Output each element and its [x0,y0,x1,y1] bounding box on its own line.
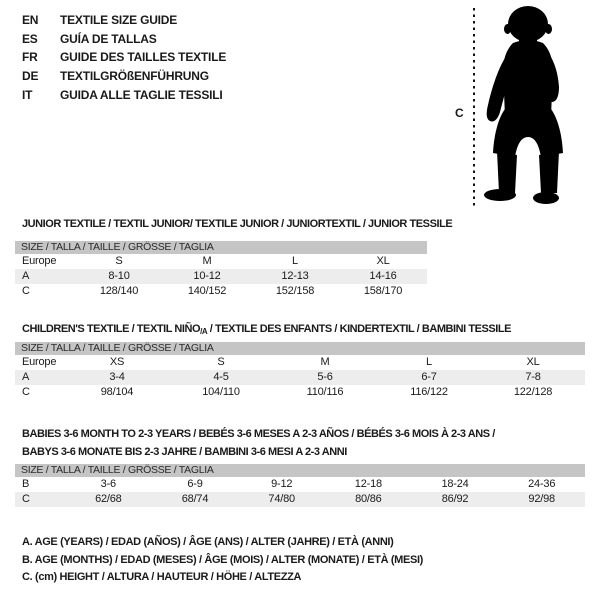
table-cell: 92/98 [528,493,555,505]
language-code: DE [22,69,39,84]
table-cell: XL [376,255,390,267]
table-row: C 98/104 104/110 110/116 116/122 122/128 [15,385,585,400]
babies-size-table: SIZE / TALLA / TAILLE / GRÖSSE / TAGLIA … [15,464,585,507]
table-row-label: C [22,493,30,505]
language-title: GUÍA DE TALLAS [60,31,157,46]
baby-silhouette-icon [484,6,563,204]
size-header-bar: SIZE / TALLA / TAILLE / GRÖSSE / TAGLIA [15,241,427,254]
language-row: FR GUIDE DES TAILLES TEXTILE [22,48,226,67]
table-row-label: C [22,285,30,297]
table-cell: 6-9 [187,478,203,490]
legend-line-b: B. AGE (MONTHS) / EDAD (MESES) / ÂGE (MO… [22,553,423,566]
table-cell: 152/158 [275,285,315,297]
language-title-list: EN TEXTILE SIZE GUIDE ES GUÍA DE TALLAS … [22,11,226,104]
language-row: DE TEXTILGRÖßENFÜHRUNG [22,67,226,86]
section-title-junior: JUNIOR TEXTILE / TEXTIL JUNIOR/ TEXTILE … [22,218,453,230]
table-cell: 3-4 [109,371,125,383]
table-cell: M [320,356,330,368]
section-title-babies: BABIES 3-6 MONTH TO 2-3 YEARS / BEBÉS 3-… [22,425,495,461]
table-row-label: A [22,371,30,383]
language-title: TEXTILGRÖßENFÜHRUNG [60,69,209,84]
language-title: TEXTILE SIZE GUIDE [60,13,178,28]
table-cell: 140/152 [187,285,227,297]
table-row-label: Europe [22,255,57,267]
table-cell: 62/68 [95,493,122,505]
table-cell: 74/80 [268,493,295,505]
table-cell: 12-13 [281,270,309,282]
legend-line-a: A. AGE (YEARS) / EDAD (AÑOS) / ÂGE (ANS)… [22,536,394,548]
table-cell: 8-10 [108,270,130,282]
table-cell: S [217,356,225,368]
table-cell: 116/122 [410,386,448,398]
table-cell: 86/92 [441,493,469,505]
table-cell: XS [109,356,125,368]
table-cell: 128/140 [99,285,139,297]
table-cell: 104/110 [202,386,240,398]
legend-line-c: C. (cm) HEIGHT / ALTURA / HAUTEUR / HÖHE… [22,571,302,584]
table-cell: 18-24 [441,478,469,490]
language-code: ES [22,31,38,46]
table-cell: L [292,255,298,267]
language-code: FR [22,50,38,65]
table-row: C 128/140 140/152 152/158 158/170 [15,284,427,299]
table-cell: L [426,356,432,368]
language-row: IT GUIDA ALLE TAGLIE TESSILI [22,85,226,104]
table-row: B 3-6 6-9 9-12 12-18 18-24 24-36 [15,477,585,492]
table-cell: 5-6 [317,371,333,383]
table-row: Europe S M L XL [15,254,427,269]
section-title-line2: BABYS 3-6 MONATE BIS 2-3 JAHRE / BAMBINI… [22,446,347,458]
table-cell: 9-12 [271,478,293,490]
table-cell: 10-12 [193,270,221,282]
table-cell: 6-7 [421,371,437,383]
table-cell: 68/74 [181,493,209,505]
table-cell: 158/170 [363,285,403,297]
table-cell: 24-36 [528,478,556,490]
table-cell: 122/128 [513,386,553,398]
table-row-label: C [22,386,30,398]
table-row: A 8-10 10-12 12-13 14-16 [15,269,427,284]
language-row: EN TEXTILE SIZE GUIDE [22,11,226,30]
table-cell: XL [526,356,540,368]
section-title-children: CHILDREN'S TEXTILE / TEXTIL NIÑO/A / TEX… [22,323,512,336]
table-cell: 14-16 [369,270,397,282]
language-row: ES GUÍA DE TALLAS [22,30,226,49]
table-row-label: B [22,478,30,490]
table-cell: S [115,255,123,267]
table-row: Europe XS S M L XL [15,355,585,370]
section-title-text: CHILDREN'S TEXTILE / TEXTIL NIÑO [22,323,201,335]
table-cell: 80/86 [355,493,382,505]
language-code: EN [22,13,39,28]
language-code: IT [22,87,33,102]
size-header-bar: SIZE / TALLA / TAILLE / GRÖSSE / TAGLIA [15,464,585,477]
measure-legend: A. AGE (YEARS) / EDAD (AÑOS) / ÂGE (ANS)… [22,534,423,587]
height-measure-label: C [455,106,464,120]
table-cell: 4-5 [213,371,229,383]
section-title-line1: BABIES 3-6 MONTH TO 2-3 YEARS / BEBÉS 3-… [22,428,495,440]
table-row: C 62/68 68/74 74/80 80/86 86/92 92/98 [15,492,585,507]
table-row-label: Europe [22,356,57,368]
table-cell: M [202,255,212,267]
section-title-subscript: /A [200,327,208,336]
table-cell: 7-8 [525,371,541,383]
table-row-label: A [22,270,30,282]
table-cell: 110/116 [306,386,344,398]
table-cell: 3-6 [100,478,117,490]
height-measure-dotted-line [473,8,475,207]
table-cell: 98/104 [100,386,134,398]
table-cell: 12-18 [354,478,382,490]
section-title-text: / TEXTILE DES ENFANTS / KINDERTEXTIL / B… [207,323,512,335]
children-size-table: SIZE / TALLA / TAILLE / GRÖSSE / TAGLIA … [15,342,585,400]
language-title: GUIDE DES TAILLES TEXTILE [60,50,227,65]
language-title: GUIDA ALLE TAGLIE TESSILI [60,87,223,102]
junior-size-table: SIZE / TALLA / TAILLE / GRÖSSE / TAGLIA … [15,241,427,299]
size-header-bar: SIZE / TALLA / TAILLE / GRÖSSE / TAGLIA [15,342,585,355]
table-row: A 3-4 4-5 5-6 6-7 7-8 [15,370,585,385]
